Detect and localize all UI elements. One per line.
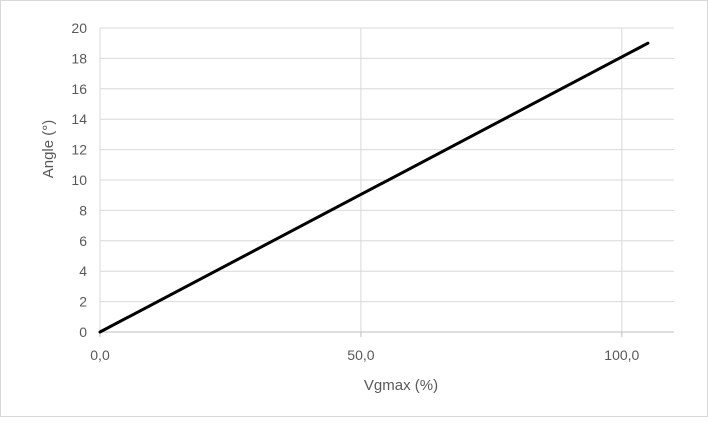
tick-labels: 0 2 4 6 8 10 12 14 16 18 20 0,0 50,0 100,0 xyxy=(71,20,639,363)
y-tick-label: 6 xyxy=(79,233,87,249)
y-tick-label: 10 xyxy=(71,172,87,188)
y-tick-label: 0 xyxy=(79,324,87,340)
series-lines xyxy=(98,41,650,334)
y-tick-label: 14 xyxy=(71,111,87,127)
x-tick-label: 50,0 xyxy=(347,347,374,363)
x-axis-title: Vgmax (%) xyxy=(364,377,438,394)
y-tick-label: 16 xyxy=(71,81,87,97)
y-tick-label: 8 xyxy=(79,202,87,218)
y-tick-label: 20 xyxy=(71,20,87,36)
x-tick-label: 0,0 xyxy=(90,347,110,363)
y-axis-title: Angle (°) xyxy=(40,120,57,179)
y-tick-label: 12 xyxy=(71,142,87,158)
axes xyxy=(99,28,674,337)
x-tick-label: 100,0 xyxy=(604,347,639,363)
y-tick-label: 2 xyxy=(79,294,87,310)
y-tick-label: 18 xyxy=(71,50,87,66)
y-tick-label: 4 xyxy=(79,263,87,279)
series-line xyxy=(98,41,650,334)
